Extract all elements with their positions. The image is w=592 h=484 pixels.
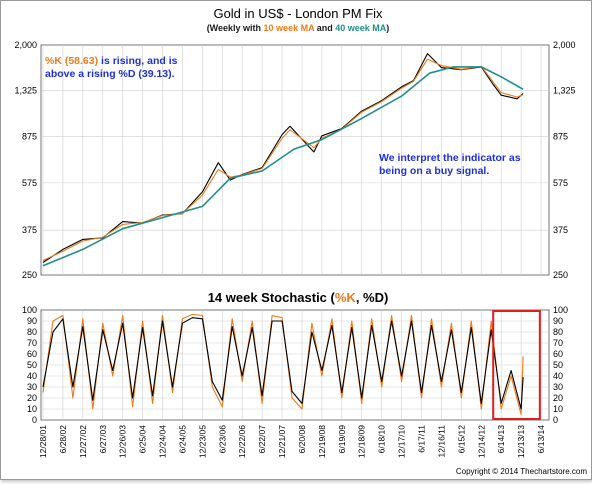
x-date-label: 6/13/14 (536, 425, 546, 454)
subtitle-part-1: 10 week MA (264, 23, 316, 33)
x-date-label: 12/21/07 (277, 425, 287, 458)
subtitle-part-3: 40 week MA (335, 23, 387, 33)
bottom-y-tick-label-right: 90 (553, 316, 563, 326)
stochastic-title-part-2: , %D) (356, 290, 389, 305)
subtitle-part-0: (Weekly with (207, 23, 264, 33)
x-date-label: 12/27/02 (78, 425, 88, 458)
annotation-part-0: %K (58.63) (45, 55, 98, 67)
top-y-tick-label: 575 (22, 178, 37, 188)
top-y-tick-label-right: 575 (553, 178, 568, 188)
top-y-tick-label-right: 250 (553, 270, 568, 280)
bottom-y-tick-label: 50 (27, 360, 37, 370)
stochastic-title-part-1: %K (335, 290, 357, 305)
bottom-y-tick-label-right: 10 (553, 404, 563, 414)
recent-signal-highlight-box (492, 310, 541, 420)
x-date-label: 6/18/10 (377, 425, 387, 454)
top-vertical-gridlines (42, 45, 542, 275)
bottom-y-tick-label: 20 (27, 393, 37, 403)
bottom-y-tick-label-right: 50 (553, 360, 563, 370)
bottom-y-tick-label: 90 (27, 316, 37, 326)
x-date-label: 12/24/04 (158, 425, 168, 458)
bottom-y-tick-label-right: 20 (553, 393, 563, 403)
x-date-label: 6/20/08 (297, 425, 307, 454)
x-date-label: 6/27/03 (98, 425, 108, 454)
x-date-label: 6/19/09 (337, 425, 347, 454)
bottom-y-tick-label-right: 80 (553, 327, 563, 337)
top-y-tick-label: 875 (22, 131, 37, 141)
top-series-group (42, 53, 524, 267)
bottom-y-tick-label-right: 60 (553, 349, 563, 359)
x-date-label: 12/16/11 (436, 425, 446, 458)
x-date-label: 6/23/06 (217, 425, 227, 454)
x-date-label: 6/28/02 (58, 425, 68, 454)
stochastic-series-1 (42, 317, 524, 410)
bottom-y-tick-label-right: 0 (553, 415, 558, 425)
top-y-ticks-right: 2,000 1,325 875 575 375 250 (553, 40, 576, 280)
annotation-part-1: is rising, and is (98, 55, 178, 67)
bottom-y-tick-label-right: 30 (553, 382, 563, 392)
top-y-tick-label: 375 (22, 225, 37, 235)
bottom-y-tick-label-right: 70 (553, 338, 563, 348)
subtitle-part-2: and (314, 23, 335, 33)
bottom-y-tick-label: 30 (27, 382, 37, 392)
x-date-label: 12/26/03 (118, 425, 128, 458)
copyright-notice: Copyright © 2014 Thechartstore.com (456, 467, 587, 476)
x-date-label: 6/17/11 (417, 425, 427, 453)
x-date-label: 12/22/06 (237, 425, 247, 458)
top-y-tick-label: 250 (22, 270, 37, 280)
bottom-series-group (42, 313, 524, 416)
bottom-y-tick-label: 10 (27, 404, 37, 414)
stochastic-annotation-line-2: above a rising %D (39.13). (45, 68, 175, 80)
bottom-y-tick-label: 40 (27, 371, 37, 381)
top-y-tick-label: 1,325 (14, 86, 37, 96)
x-date-label: 12/14/12 (476, 425, 486, 458)
stochastic-title: 14 week Stochastic (%K, %D) (208, 290, 389, 305)
subtitle-part-4: ) (386, 23, 389, 33)
interpretation-line-2: being on a buy signal. (379, 165, 489, 177)
x-date-label: 6/24/05 (177, 425, 187, 454)
bottom-y-tick-label-right: 100 (553, 305, 568, 315)
chart-subtitle: (Weekly with 10 week MA and 40 week MA) (207, 23, 390, 33)
x-date-label: 6/14/13 (496, 425, 506, 454)
x-date-label: 6/22/07 (257, 425, 267, 454)
top-y-tick-label: 2,000 (14, 40, 37, 50)
x-date-label: 12/19/08 (317, 425, 327, 458)
top-y-tick-label-right: 875 (553, 131, 568, 141)
price-series-1 (42, 58, 524, 261)
x-date-label: 12/17/10 (397, 425, 407, 458)
x-date-label: 12/23/05 (197, 425, 207, 458)
price-series-2 (42, 66, 524, 267)
top-y-tick-label-right: 375 (553, 225, 568, 235)
stochastic-annotation-line-1: %K (58.63) is rising, and is (45, 55, 178, 67)
interpretation-line-1: We interpret the indicator as (379, 152, 521, 164)
bottom-y-tick-label: 0 (32, 415, 37, 425)
chart-title: Gold in US$ - London PM Fix (213, 6, 383, 21)
x-date-label: 12/18/09 (357, 425, 367, 458)
x-axis-date-labels: 12/28/01 6/28/02 12/27/02 6/27/03 12/26/03 6/… (38, 425, 546, 458)
x-date-label: 6/25/04 (138, 425, 148, 454)
x-date-label: 12/28/01 (38, 425, 48, 458)
top-gridlines (41, 90, 549, 231)
top-y-tick-label-right: 2,000 (553, 40, 576, 50)
top-plot-area (40, 44, 550, 276)
bottom-y-tick-label-right: 40 (553, 371, 563, 381)
top-y-tick-label-right: 1,325 (553, 86, 576, 96)
bottom-y-tick-label: 100 (22, 305, 37, 315)
bottom-y-tick-label: 60 (27, 349, 37, 359)
x-date-label: 12/13/13 (516, 425, 526, 458)
top-y-ticks-left: 2,000 1,325 875 575 375 250 (14, 40, 37, 280)
stochastic-title-part-0: 14 week Stochastic ( (208, 290, 336, 305)
bottom-y-tick-label: 70 (27, 338, 37, 348)
x-date-label: 6/15/12 (456, 425, 466, 454)
bottom-y-tick-label: 80 (27, 327, 37, 337)
